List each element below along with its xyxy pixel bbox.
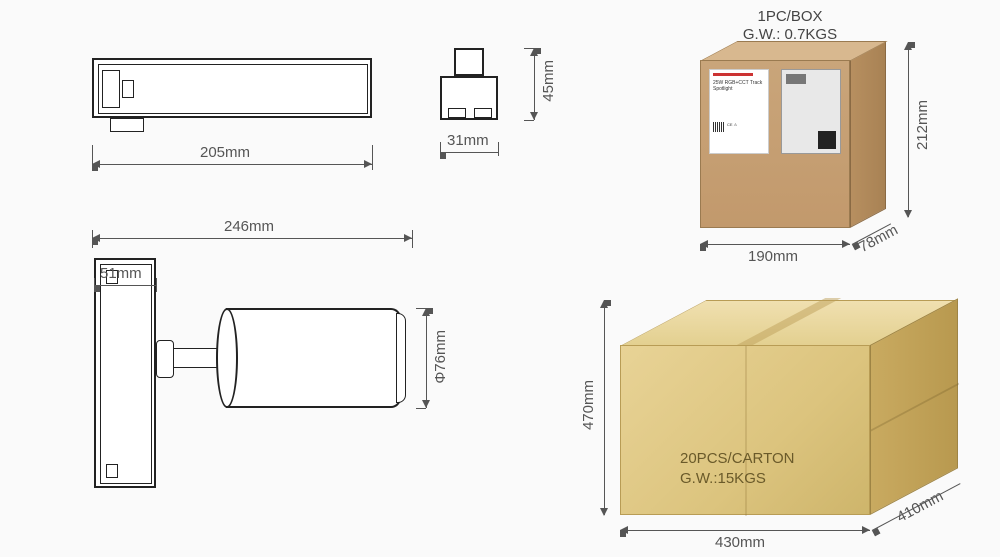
dim-arrow: [600, 300, 608, 308]
dim-tick: [498, 142, 499, 156]
dim-31mm-line: [440, 152, 498, 153]
carton-gw-label: G.W.:15KGS: [680, 470, 766, 487]
unitbox-heading1: 1PC/BOX: [720, 8, 860, 25]
dim-190mm-line: [700, 244, 850, 245]
dim-arrow: [364, 160, 372, 168]
sideview-cyl-cap: [216, 308, 238, 408]
dim-tick: [524, 120, 534, 121]
topview-tab: [110, 118, 144, 132]
dim-arrow: [92, 234, 100, 242]
dim-arrow: [620, 526, 628, 534]
dim-arrow: [842, 240, 850, 248]
dim-arrow: [422, 308, 430, 316]
dim-212mm-label: 212mm: [914, 100, 931, 150]
box-label-panel: 25W RGB+CCT Track Spotlight CE ⚠: [709, 69, 769, 154]
dim-phi76-label: Φ76mm: [432, 330, 449, 384]
dim-tick: [372, 145, 373, 170]
dim-arrow: [422, 400, 430, 408]
dim-45mm-label: 45mm: [540, 60, 557, 102]
topview-body: [92, 58, 372, 118]
sideview-cylinder: [226, 308, 401, 408]
dim-arrow: [904, 210, 912, 218]
dim-430mm-line: [620, 530, 870, 531]
dim-arrow: [904, 42, 912, 50]
endview-body: [440, 76, 498, 120]
dim-51mm-label: 51mm: [100, 265, 142, 282]
dim-45mm-line: [534, 48, 535, 120]
dim-190mm-label: 190mm: [748, 248, 798, 265]
sideview-joint: [156, 340, 174, 378]
dim-tick: [156, 278, 157, 292]
dim-arrow: [530, 112, 538, 120]
dim-arrow: [700, 240, 708, 248]
dim-430mm-label: 430mm: [715, 534, 765, 551]
dim-212mm-line: [908, 42, 909, 217]
dim-51mm-line: [94, 285, 156, 286]
endview-top: [454, 48, 484, 76]
spec-diagram: { "unit_box": { "heading_line1": "1PC/BO…: [0, 0, 1000, 557]
dim-arrow: [530, 48, 538, 56]
dim-tick: [94, 278, 95, 292]
dim-tick: [412, 230, 413, 248]
dim-arrow: [862, 526, 870, 534]
dim-31mm-label: 31mm: [447, 132, 489, 149]
dim-470mm-line: [604, 300, 605, 515]
sideview-cyl-front: [396, 313, 406, 403]
dim-246mm-line: [92, 238, 412, 239]
dim-205mm-label: 205mm: [200, 144, 250, 161]
dim-246mm-label: 246mm: [224, 218, 274, 235]
dim-arrow: [404, 234, 412, 242]
dim-arrow: [92, 160, 100, 168]
dim-470mm-label: 470mm: [580, 380, 597, 430]
dim-phi76-line: [426, 308, 427, 408]
sideview-rail: [94, 258, 156, 488]
dim-tick: [440, 142, 441, 156]
dim-205mm-line: [92, 164, 372, 165]
dim-arrow: [600, 508, 608, 516]
dim-tick: [416, 408, 426, 409]
unit-box: 25W RGB+CCT Track Spotlight CE ⚠: [700, 50, 910, 250]
carton-pcs-label: 20PCS/CARTON: [680, 450, 795, 467]
